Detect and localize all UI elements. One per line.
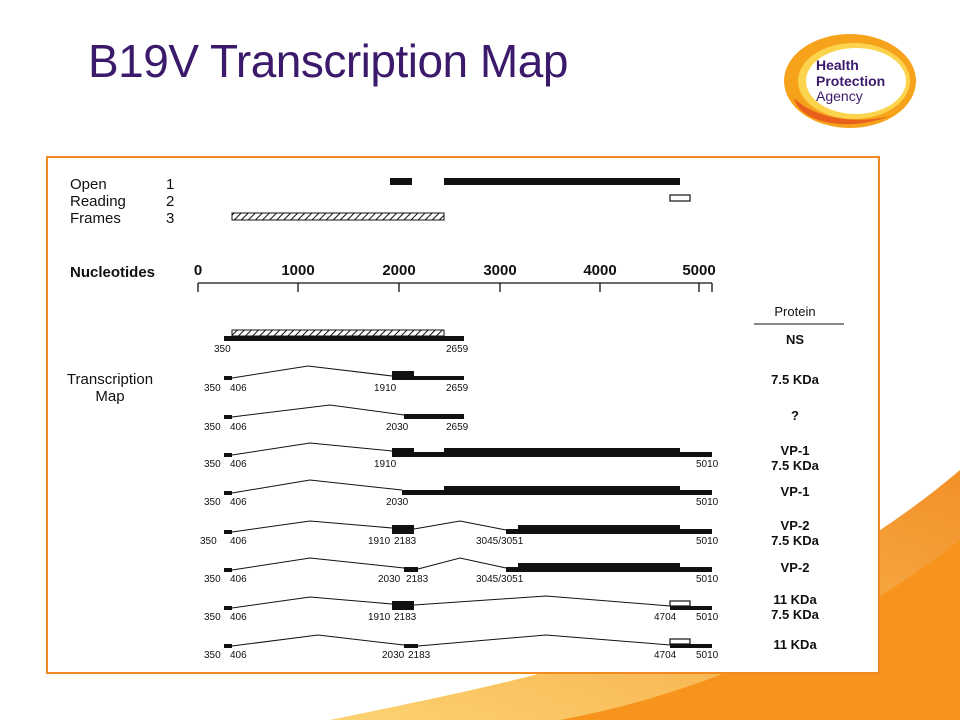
orf-label-reading: Reading: [70, 193, 126, 210]
svg-text:406: 406: [230, 536, 247, 547]
orf-number-2: 2: [166, 193, 174, 210]
transcript-row-3: 350 406 1910 5010 VP-1 7.5 KDa: [204, 442, 820, 473]
svg-text:5010: 5010: [696, 536, 719, 547]
transcription-map-figure: Open Reading Frames 1 2 3 Nucleotides 0 …: [46, 156, 880, 674]
svg-text:5010: 5010: [696, 612, 719, 623]
orf1-bar-long: [444, 178, 680, 185]
svg-text:406: 406: [230, 459, 247, 470]
svg-text:2183: 2183: [408, 650, 431, 661]
side-label-transcription: Transcription: [67, 371, 153, 388]
axis-tick-1000: 1000: [281, 262, 314, 279]
transcript-row-8: 350 406 2030 2183 4704 5010 11 KDa: [204, 634, 817, 661]
orf-label-open: Open: [70, 176, 107, 193]
svg-text:1910: 1910: [374, 459, 397, 470]
svg-text:4704: 4704: [654, 612, 677, 623]
svg-text:2659: 2659: [446, 344, 469, 355]
svg-text:2030: 2030: [378, 574, 401, 585]
svg-text:2030: 2030: [386, 497, 409, 508]
axis-ticks: [197, 283, 713, 292]
transcript-row-2: 350 406 2030 2659 ?: [204, 404, 799, 433]
svg-text:5010: 5010: [696, 574, 719, 585]
orf-label-frames: Frames: [70, 210, 121, 227]
svg-text:VP-2: VP-2: [781, 518, 810, 533]
svg-text:406: 406: [230, 650, 247, 661]
svg-text:5010: 5010: [696, 650, 719, 661]
protein-header: Protein: [774, 304, 815, 319]
svg-text:350: 350: [204, 650, 221, 661]
axis-tick-2000: 2000: [382, 262, 415, 279]
axis-tick-3000: 3000: [483, 262, 516, 279]
orf-number-1: 1: [166, 176, 174, 193]
logo-line2: Protection: [816, 73, 885, 89]
svg-text:406: 406: [230, 383, 247, 394]
svg-text:7.5 KDa: 7.5 KDa: [771, 458, 819, 473]
svg-text:11 KDa: 11 KDa: [773, 637, 817, 652]
svg-text:350: 350: [204, 612, 221, 623]
svg-text:?: ?: [791, 408, 799, 423]
svg-text:1910: 1910: [374, 383, 397, 394]
svg-text:2030: 2030: [382, 650, 405, 661]
svg-text:406: 406: [230, 497, 247, 508]
svg-text:2183: 2183: [394, 536, 417, 547]
transcript-row-4: 350 406 2030 5010 VP-1: [204, 479, 810, 508]
svg-text:1910: 1910: [368, 536, 391, 547]
svg-text:7.5 KDa: 7.5 KDa: [771, 372, 819, 387]
svg-text:5010: 5010: [696, 459, 719, 470]
svg-text:406: 406: [230, 612, 247, 623]
svg-text:350: 350: [204, 497, 221, 508]
svg-text:11 KDa: 11 KDa: [773, 592, 817, 607]
transcript-row-5: 350 406 1910 2183 3045/3051 5010 VP-2 7.…: [200, 518, 820, 548]
side-label-map: Map: [95, 388, 124, 405]
logo-line1: Health: [816, 57, 859, 73]
svg-text:406: 406: [230, 422, 247, 433]
svg-text:350: 350: [204, 459, 221, 470]
svg-text:4704: 4704: [654, 650, 677, 661]
svg-text:VP-1: VP-1: [781, 484, 810, 499]
svg-text:2183: 2183: [406, 574, 429, 585]
svg-text:VP-1: VP-1: [781, 443, 810, 458]
svg-text:350: 350: [204, 383, 221, 394]
svg-text:350: 350: [200, 536, 217, 547]
orf-number-3: 3: [166, 210, 174, 227]
transcription-map-svg: Open Reading Frames 1 2 3 Nucleotides 0 …: [67, 176, 844, 661]
transcript-row-6: 350 406 2030 2183 3045/3051 5010 VP-2: [204, 557, 810, 585]
transcript-row-1: 350 406 1910 2659 7.5 KDa: [204, 365, 820, 394]
svg-text:7.5 KDa: 7.5 KDa: [771, 607, 819, 622]
logo-line3: Agency: [816, 88, 863, 104]
svg-text:5010: 5010: [696, 497, 719, 508]
svg-text:2183: 2183: [394, 612, 417, 623]
orf1-bar-short: [390, 178, 412, 185]
svg-text:VP-2: VP-2: [781, 560, 810, 575]
svg-text:350: 350: [214, 344, 231, 355]
axis-label: Nucleotides: [70, 264, 155, 281]
svg-text:2030: 2030: [386, 422, 409, 433]
svg-text:350: 350: [204, 422, 221, 433]
svg-text:3045/3051: 3045/3051: [476, 574, 524, 585]
axis-tick-4000: 4000: [583, 262, 616, 279]
axis-tick-0: 0: [194, 262, 202, 279]
orf3-bar: [231, 212, 445, 221]
transcript-row-ns: 350 2659 NS: [214, 329, 804, 355]
svg-text:1910: 1910: [368, 612, 391, 623]
orf2-bar: [669, 194, 691, 202]
page-title: B19V Transcription Map: [88, 35, 568, 87]
svg-text:2659: 2659: [446, 422, 469, 433]
svg-text:2659: 2659: [446, 383, 469, 394]
svg-text:7.5 KDa: 7.5 KDa: [771, 533, 819, 548]
hpa-logo: Health Protection Agency: [784, 34, 916, 128]
axis-tick-5000: 5000: [682, 262, 715, 279]
svg-text:406: 406: [230, 574, 247, 585]
transcript-row-7: 350 406 1910 2183 4704 5010 11 KDa 7.5 K…: [204, 592, 820, 623]
svg-text:NS: NS: [786, 332, 804, 347]
svg-text:350: 350: [204, 574, 221, 585]
svg-text:3045/3051: 3045/3051: [476, 536, 524, 547]
